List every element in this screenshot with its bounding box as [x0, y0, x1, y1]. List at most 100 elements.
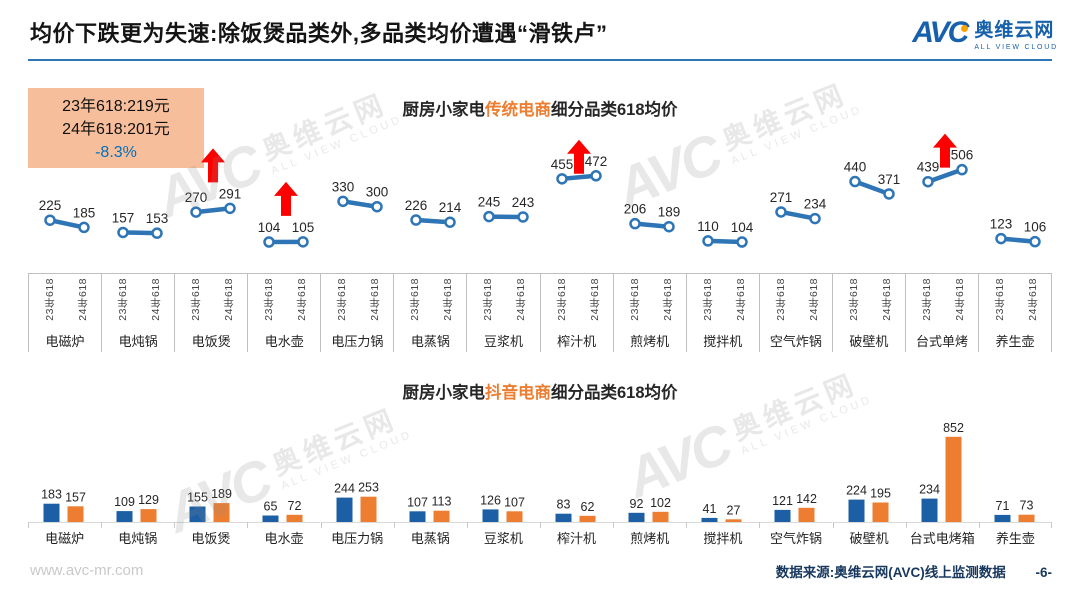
summary-2023: 23年618:219元 [62, 98, 170, 115]
category-label-9: 搅拌机 [703, 334, 743, 349]
svg-text:214: 214 [438, 200, 461, 215]
svg-text:155: 155 [187, 491, 208, 505]
svg-text:41: 41 [703, 502, 717, 516]
slope-cell-10: 271 234 [759, 126, 832, 273]
svg-text:102: 102 [650, 496, 671, 510]
slope-series-6: 245 243 [478, 195, 534, 223]
svg-text:189: 189 [658, 205, 681, 220]
axis-year-label: 23年618 [190, 278, 203, 321]
svg-text:73: 73 [1019, 499, 1033, 513]
bar-group-10: 121 142 [759, 492, 833, 528]
bar-cell-8: 92 102 [613, 407, 687, 537]
svg-text:852: 852 [943, 421, 964, 435]
slope-cell-2: 270 291 [174, 126, 247, 273]
bar-category-label-7: 榨汁机 [557, 531, 597, 546]
category-label-1: 电炖锅 [118, 334, 158, 349]
bar-group-8: 92 102 [613, 496, 687, 528]
slope-series-2: 270 291 [185, 148, 242, 218]
axis-year-label: 24年618 [734, 278, 747, 321]
axis-year-label: 24年618 [150, 278, 163, 321]
summary-2024: 24年618:201元 [62, 121, 170, 138]
bar-category-label-5: 电蒸锅 [410, 531, 450, 546]
slope-series-10: 271 234 [770, 190, 827, 225]
bar-category-label-2: 电饭煲 [191, 531, 231, 546]
up-arrow-icon [201, 148, 226, 183]
bar-group-4: 244 253 [320, 481, 394, 528]
svg-text:104: 104 [258, 220, 281, 235]
slope-cell-4: 330 300 [321, 126, 394, 273]
year-labels-1: 23年618 24年618 [102, 274, 174, 326]
axis-year-label: 24年618 [807, 278, 820, 321]
axis-year-label: 23年618 [701, 278, 714, 321]
svg-text:234: 234 [804, 197, 827, 212]
category-label-0: 电磁炉 [45, 334, 85, 349]
axis-year-label: 23年618 [117, 278, 130, 321]
svg-text:225: 225 [39, 198, 62, 213]
slope-series-1: 157 153 [112, 210, 168, 239]
svg-text:157: 157 [112, 210, 135, 225]
avc-logo-dot-icon [961, 25, 969, 32]
svg-text:270: 270 [185, 190, 208, 205]
up-arrow-icon [566, 139, 591, 174]
slope-axis-cell-7: 23年618 24年618 榨汁机 [541, 274, 614, 352]
svg-text:472: 472 [585, 154, 608, 169]
bar-category-label-6: 豆浆机 [483, 531, 523, 546]
slope-axis-cell-13: 23年618 24年618 养生壶 [979, 274, 1053, 352]
axis-year-label: 24年618 [953, 278, 966, 321]
svg-text:330: 330 [331, 179, 354, 194]
svg-text:83: 83 [557, 498, 571, 512]
svg-text:106: 106 [1024, 220, 1047, 235]
bar-cell-6: 126 107 [466, 407, 540, 537]
slope-cell-13: 123 106 [979, 126, 1052, 273]
year-labels-3: 23年618 24年618 [248, 274, 320, 326]
svg-text:185: 185 [73, 205, 96, 220]
category-label-11: 破壁机 [849, 334, 889, 349]
bar-chart-axis: 电磁炉 电炖锅 电饭煲 电水壶 电压力锅 电蒸锅 豆浆机 榨汁机 煎烤机 搅拌机 空气炸锅 破壁机 台式… [28, 528, 1052, 547]
category-label-8: 煎烤机 [630, 334, 670, 349]
svg-text:142: 142 [796, 492, 817, 506]
axis-year-label: 23年618 [628, 278, 641, 321]
category-label-2: 电饭煲 [191, 334, 231, 349]
svg-text:110: 110 [698, 219, 720, 234]
svg-text:129: 129 [138, 493, 159, 507]
slope-axis-cell-3: 23年618 24年618 电水壶 [248, 274, 322, 352]
bar-group-3: 65 72 [247, 499, 321, 528]
bar-group-12: 234 852 [905, 421, 979, 528]
summary-stat-box: 23年618:219元 24年618:201元 -8.3% [28, 88, 204, 168]
year-labels-12: 23年618 24年618 [906, 274, 978, 326]
slope-cell-1: 157 153 [101, 126, 174, 273]
category-label-3: 电水壶 [264, 334, 304, 349]
bar-cell-4: 244 253 [320, 407, 394, 537]
axis-year-label: 23年618 [555, 278, 568, 321]
svg-text:107: 107 [504, 495, 525, 509]
bar-category-label-3: 电水壶 [264, 531, 304, 546]
slope-cell-0: 225 185 [28, 126, 101, 273]
summary-change-pct: -8.3% [95, 144, 137, 161]
page-number: -6- [1035, 565, 1053, 580]
svg-text:121: 121 [772, 494, 793, 508]
chart1-title-suffix: 细分品类618均价 [550, 101, 678, 119]
slope-series-9: 110 104 [698, 219, 754, 248]
bar-cell-3: 65 72 [247, 407, 321, 537]
axis-year-label: 23年618 [774, 278, 787, 321]
year-labels-0: 23年618 24年618 [29, 274, 101, 326]
svg-text:62: 62 [581, 500, 595, 514]
chart2-title-suffix: 细分品类618均价 [550, 384, 678, 402]
avc-logo-en: ALL VIEW CLOUD [974, 43, 1058, 51]
chart1-title-highlight: 传统电商 [484, 101, 551, 119]
svg-text:183: 183 [41, 488, 62, 502]
year-labels-5: 23年618 24年618 [394, 274, 466, 326]
svg-text:189: 189 [211, 487, 232, 501]
year-labels-6: 23年618 24年618 [467, 274, 539, 326]
slope-cell-9: 110 104 [686, 126, 759, 273]
axis-year-label: 24年618 [515, 278, 528, 321]
slope-axis-cell-5: 23年618 24年618 电蒸锅 [394, 274, 468, 352]
svg-text:113: 113 [431, 495, 451, 509]
chart2-title: 厨房小家电抖音电商细分品类618均价 [0, 379, 1080, 403]
slope-cell-6: 245 243 [467, 126, 540, 273]
slope-series-5: 226 214 [404, 198, 461, 228]
svg-text:126: 126 [480, 493, 501, 507]
slope-series-8: 206 189 [624, 202, 681, 233]
svg-text:157: 157 [65, 490, 86, 504]
bar-category-label-8: 煎烤机 [630, 531, 670, 546]
